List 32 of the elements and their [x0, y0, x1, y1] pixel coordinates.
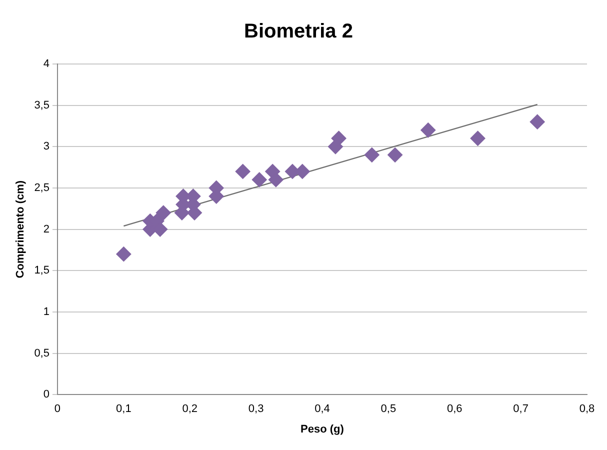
y-tick-label: 0 [43, 388, 50, 401]
x-tick-label: 0,5 [380, 403, 396, 416]
x-tick-label: 0,7 [513, 403, 528, 416]
x-tick-label: 0,3 [248, 403, 264, 416]
y-tick-label: 0,5 [34, 347, 50, 360]
chart-title: Biometria 2 [244, 20, 353, 43]
point [470, 130, 486, 146]
y-tick-label: 2 [43, 223, 50, 236]
y-tick-label: 3 [43, 140, 50, 153]
x-tick-label: 0,4 [314, 403, 330, 416]
point [331, 130, 346, 146]
x-tick-label: 0,1 [116, 403, 132, 416]
y-tick-label: 3,5 [34, 99, 50, 112]
y-tick-label: 4 [43, 58, 50, 70]
point [268, 172, 284, 188]
x-tick-label: 0,6 [446, 403, 462, 416]
y-tick-label: 2,5 [34, 182, 50, 194]
point [364, 147, 380, 162]
point [235, 164, 250, 179]
x-axis-title: Peso (g) [300, 423, 344, 436]
point [388, 147, 403, 162]
y-axis-title: Comprimento (cm) [14, 180, 27, 278]
point [420, 122, 436, 138]
point [116, 246, 132, 262]
point [252, 172, 267, 188]
x-tick-label: 0 [54, 403, 61, 416]
y-tick-label: 1,5 [34, 264, 50, 277]
x-tick-label: 0,2 [182, 403, 198, 416]
x-tick-label: 0,8 [579, 403, 595, 416]
y-tick-label: 1 [43, 306, 50, 318]
point [156, 205, 171, 220]
point [530, 114, 545, 130]
